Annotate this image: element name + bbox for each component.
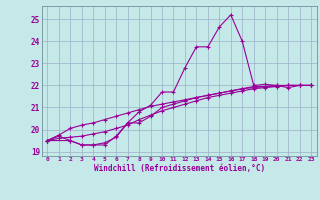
X-axis label: Windchill (Refroidissement éolien,°C): Windchill (Refroidissement éolien,°C) — [94, 164, 265, 173]
